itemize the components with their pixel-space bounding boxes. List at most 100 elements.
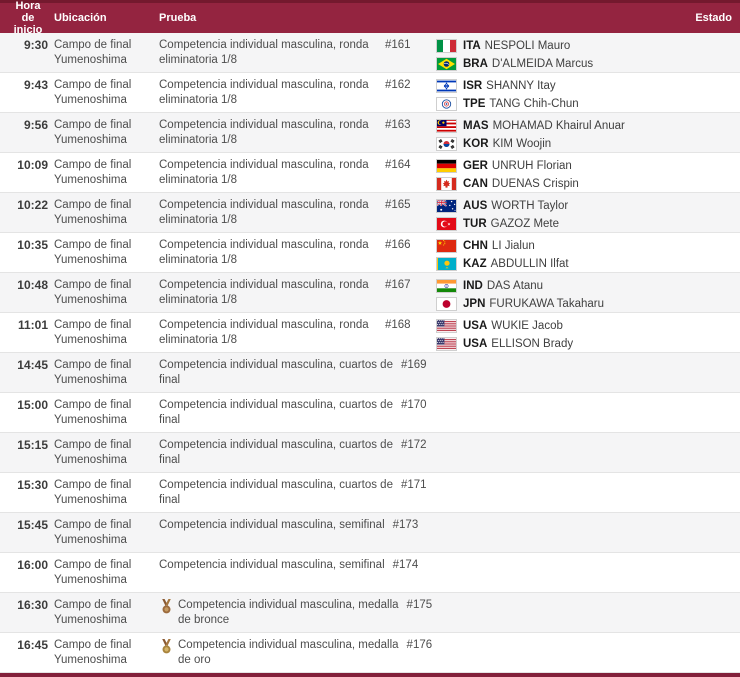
- match-number: #175: [406, 599, 433, 611]
- status-cell: [692, 598, 732, 632]
- athlete-entry: TPE TANG Chih-Chun: [436, 96, 692, 112]
- start-time: 9:43: [23, 78, 48, 92]
- event-description: Competencia individual masculina, cuarto…: [159, 438, 393, 472]
- athletes: [458, 598, 692, 632]
- event-description: Competencia individual masculina, ronda e…: [159, 198, 377, 232]
- venue: Campo de final Yumenoshima: [54, 319, 132, 346]
- status-cell: [692, 278, 732, 312]
- athlete-name: LI Jialun: [491, 240, 535, 252]
- column-header-location: Ubicación: [54, 12, 107, 24]
- country-code: USA: [463, 338, 488, 350]
- schedule-row: 9:43 Campo de final Yumenoshima Competencia…: [0, 73, 740, 113]
- usa-flag-icon: [436, 319, 457, 333]
- venue: Campo de final Yumenoshima: [54, 399, 132, 426]
- event-text: Competencia individual masculina, ronda e…: [159, 159, 369, 186]
- athlete-name: D'ALMEIDA Marcus: [491, 58, 594, 70]
- venue: Campo de final Yumenoshima: [54, 439, 132, 466]
- athletes: CHN LI Jialun KAZ ABDULLIN Ilfat: [436, 238, 692, 272]
- schedule-row: 10:35 Campo de final Yumenoshima Competenci…: [0, 233, 740, 273]
- schedule-row: 16:45 Campo de final Yumenoshima Competenci…: [0, 633, 740, 673]
- status-cell: [692, 438, 732, 472]
- start-time: 16:45: [17, 638, 48, 652]
- event-text: Competencia individual masculina, ronda e…: [159, 199, 369, 226]
- malaysia-flag-icon: [436, 119, 457, 133]
- athlete-name: DAS Atanu: [486, 280, 544, 292]
- venue: Campo de final Yumenoshima: [54, 79, 132, 106]
- status-cell: [692, 358, 732, 392]
- athletes: [444, 518, 692, 552]
- japan-flag-icon: [436, 297, 457, 311]
- start-time: 16:00: [17, 558, 48, 572]
- athlete-entry: GER UNRUH Florian: [436, 158, 692, 174]
- venue: Campo de final Yumenoshima: [54, 519, 132, 546]
- country-code: USA: [463, 320, 488, 332]
- schedule-row: 16:30 Campo de final Yumenoshima Competenci…: [0, 593, 740, 633]
- status-cell: [692, 38, 732, 72]
- country-code: ITA: [463, 40, 481, 52]
- status-cell: [692, 158, 732, 192]
- athletes: [458, 638, 692, 672]
- bronze-medal-icon: [161, 599, 172, 614]
- schedule-row: 15:45 Campo de final Yumenoshima Competenci…: [0, 513, 740, 553]
- chinese-taipei-flag-icon: [436, 97, 457, 111]
- schedule-row: 15:15 Campo de final Yumenoshima Competenci…: [0, 433, 740, 473]
- venue: Campo de final Yumenoshima: [54, 39, 132, 66]
- status-cell: [692, 78, 732, 112]
- athlete-entry: BRA D'ALMEIDA Marcus: [436, 56, 692, 72]
- event-description: Competencia individual masculina, ronda e…: [159, 238, 377, 272]
- venue: Campo de final Yumenoshima: [54, 559, 132, 586]
- event-text: Competencia individual masculina, ronda e…: [159, 279, 369, 306]
- gold-medal-icon: [161, 639, 172, 654]
- athletes: ITA NESPOLI Mauro BRA D'ALMEIDA Marcus: [436, 38, 692, 72]
- event-description: Competencia individual masculina, ronda e…: [159, 78, 377, 112]
- country-code: IND: [463, 280, 483, 292]
- event-description: Competencia individual masculina, semifi…: [159, 558, 385, 592]
- match-number: #172: [400, 439, 427, 451]
- schedule-row: 11:01 Campo de final Yumenoshima Competenci…: [0, 313, 740, 353]
- athlete-name: MOHAMAD Khairul Anuar: [492, 120, 625, 132]
- column-header-event: Prueba: [159, 12, 197, 24]
- match-number: #165: [385, 199, 411, 211]
- athlete-name: ABDULLIN Ilfat: [490, 258, 569, 270]
- event-text: Competencia individual masculina, ronda e…: [159, 319, 369, 346]
- australia-flag-icon: [436, 199, 457, 213]
- event-text: Competencia individual masculina, ronda e…: [159, 119, 369, 146]
- event-description: Competencia individual masculina, ronda e…: [159, 158, 377, 192]
- country-code: TUR: [463, 218, 487, 230]
- athlete-name: WORTH Taylor: [491, 200, 569, 212]
- athlete-entry: AUS WORTH Taylor: [436, 198, 692, 214]
- status-cell: [692, 638, 732, 672]
- match-number: #166: [385, 239, 411, 251]
- country-code: JPN: [463, 298, 486, 310]
- athletes: IND DAS Atanu JPN FURUKAWA Takaharu: [436, 278, 692, 312]
- athlete-name: ELLISON Brady: [491, 338, 574, 350]
- athletes: [452, 398, 692, 432]
- country-code: KOR: [463, 138, 489, 150]
- start-time: 9:56: [23, 118, 48, 132]
- match-number: #167: [385, 279, 411, 291]
- italy-flag-icon: [436, 39, 457, 53]
- event-description: Competencia individual masculina, ronda e…: [159, 278, 377, 312]
- canada-flag-icon: [436, 177, 457, 191]
- schedule-row: 10:48 Campo de final Yumenoshima Competenci…: [0, 273, 740, 313]
- start-time: 15:15: [17, 438, 48, 452]
- athlete-name: FURUKAWA Takaharu: [489, 298, 604, 310]
- athlete-name: KIM Woojin: [492, 138, 552, 150]
- status-cell: [692, 518, 732, 552]
- event-description: Competencia individual masculina, ronda e…: [159, 38, 377, 72]
- event-description: Competencia individual masculina, medall…: [159, 638, 399, 672]
- status-cell: [692, 238, 732, 272]
- south-korea-flag-icon: [436, 137, 457, 151]
- schedule-row: 10:22 Campo de final Yumenoshima Competenci…: [0, 193, 740, 233]
- match-number: #168: [385, 319, 411, 331]
- athlete-entry: USA ELLISON Brady: [436, 336, 692, 352]
- athlete-entry: TUR GAZOZ Mete: [436, 216, 692, 232]
- table-header: Hora de inicio Ubicación Prueba Estado: [0, 0, 740, 36]
- country-code: CHN: [463, 240, 488, 252]
- match-number: #176: [406, 639, 433, 651]
- match-number: #173: [392, 519, 419, 531]
- event-description: Competencia individual masculina, cuarto…: [159, 358, 393, 392]
- china-flag-icon: [436, 239, 457, 253]
- venue: Campo de final Yumenoshima: [54, 239, 132, 266]
